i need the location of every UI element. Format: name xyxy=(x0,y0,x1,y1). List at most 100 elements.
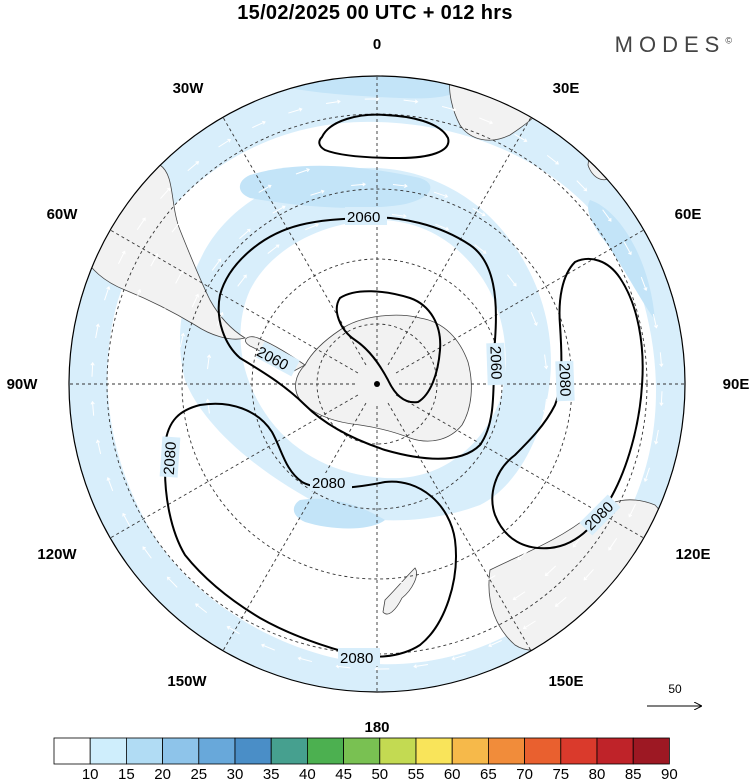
wind-arrow xyxy=(346,580,362,585)
wind-arrow xyxy=(602,209,612,222)
wind-arrow xyxy=(90,361,95,377)
wind-arrow xyxy=(576,180,588,192)
wind-arrow xyxy=(106,476,114,492)
wind-arrow xyxy=(522,620,536,630)
wind-arrow xyxy=(433,191,449,198)
south-pole-marker xyxy=(374,381,380,387)
lon-label-30e: 30E xyxy=(553,80,580,97)
wind-arrow xyxy=(134,288,142,304)
wind-arrow xyxy=(187,161,200,172)
shade-patch-pacific xyxy=(293,498,385,529)
wind-arrow xyxy=(228,167,242,177)
wind-arrow xyxy=(260,643,275,651)
wind-arrow xyxy=(418,162,434,168)
reference-vector-label: 50 xyxy=(668,682,682,696)
wind-arrow xyxy=(494,157,508,166)
wind-arrow xyxy=(443,593,459,600)
wind-arrow xyxy=(225,207,237,218)
wind-arrow xyxy=(121,406,126,422)
wind-arrow xyxy=(640,276,648,292)
wind-arrow xyxy=(599,363,604,379)
wind-arrow xyxy=(304,537,319,545)
wind-arrow xyxy=(177,415,183,431)
wind-arrow xyxy=(571,337,577,353)
wind-arrow xyxy=(451,654,466,661)
wind-arrow xyxy=(391,213,407,219)
wind-arrow xyxy=(495,192,509,202)
wind-arrow xyxy=(457,141,473,149)
colorbar-swatch xyxy=(487,737,525,765)
wind-arrow xyxy=(237,274,247,287)
wind-arrow xyxy=(554,460,563,475)
contour-label-2060-c: 2060 xyxy=(486,346,504,380)
lon-label-90w: 90W xyxy=(7,376,39,393)
map-title: 15/02/2025 00 UTC + 012 hrs xyxy=(237,2,513,24)
wind-arrow xyxy=(506,231,519,243)
wind-arrow xyxy=(507,274,517,287)
colorbar-swatch xyxy=(89,737,127,765)
colorbar-label: 15 xyxy=(118,766,135,782)
wind-arrow xyxy=(213,579,226,590)
wind-arrow xyxy=(335,158,351,164)
wind-arrow xyxy=(211,258,222,271)
wind-arrow xyxy=(239,228,251,240)
wind-arrow xyxy=(528,178,541,189)
wind-arrow xyxy=(252,120,266,129)
contour-2060-pole-low xyxy=(335,290,442,404)
shade-patch-indian xyxy=(588,200,655,320)
wind-arrow xyxy=(546,154,559,165)
wind-arrow xyxy=(160,519,170,533)
wind-arrow xyxy=(574,379,580,394)
wind-arrow xyxy=(160,307,167,323)
wind-arrow xyxy=(584,235,594,249)
lon-label-150e: 150E xyxy=(548,673,583,690)
wind-arrow xyxy=(558,204,570,217)
wind-arrow xyxy=(413,664,428,669)
wind-arrow xyxy=(268,551,282,561)
wind-arrow xyxy=(392,183,408,188)
wind-arrow xyxy=(643,467,650,482)
colorbar-label: 60 xyxy=(444,766,461,782)
wind-arrow xyxy=(155,430,161,446)
wind-arrow xyxy=(514,133,528,143)
colorbar-swatch xyxy=(415,737,453,765)
wind-arrow xyxy=(547,519,557,532)
wind-arrow xyxy=(474,244,487,254)
wind-arrow xyxy=(320,631,335,637)
map-outline xyxy=(68,75,686,693)
wind-arrow xyxy=(604,270,613,284)
wind-arrow xyxy=(532,497,543,510)
longitude-labels: 0 30E 60E 90E 120E 150E 180 150W 120W 90… xyxy=(7,36,750,736)
wind-arrow xyxy=(623,241,632,256)
wind-arrow xyxy=(351,182,366,187)
wind-arrow xyxy=(593,322,599,338)
wind-arrow xyxy=(189,456,197,471)
wind-arrow xyxy=(124,327,130,342)
wind-arrow xyxy=(482,575,496,584)
wind-arrow xyxy=(477,611,491,620)
wind-arrow xyxy=(535,262,545,275)
wind-arrow xyxy=(188,507,198,520)
colorbar-swatch xyxy=(343,737,381,765)
wind-arrow xyxy=(391,551,407,556)
wind-arrow xyxy=(174,374,180,389)
wind-arrow xyxy=(517,550,529,561)
lon-label-180: 180 xyxy=(364,719,389,736)
wind-arrow xyxy=(209,493,219,506)
wind-arrow xyxy=(118,250,126,265)
wind-arrow xyxy=(542,398,548,414)
wind-arrow xyxy=(624,426,630,441)
colorbar-label: 10 xyxy=(82,766,99,782)
wind-arrow xyxy=(150,253,159,267)
wind-arrow xyxy=(359,636,375,641)
wind-arrow xyxy=(572,535,583,548)
wind-arrow xyxy=(195,603,208,614)
brand-copyright-mark: © xyxy=(725,35,732,46)
wind-arrow xyxy=(628,503,636,518)
wind-arrow xyxy=(150,389,155,405)
wind-arrow xyxy=(175,270,184,284)
land-antarctica xyxy=(295,314,472,442)
wind-arrow xyxy=(556,248,566,261)
wind-arrow xyxy=(608,537,618,551)
